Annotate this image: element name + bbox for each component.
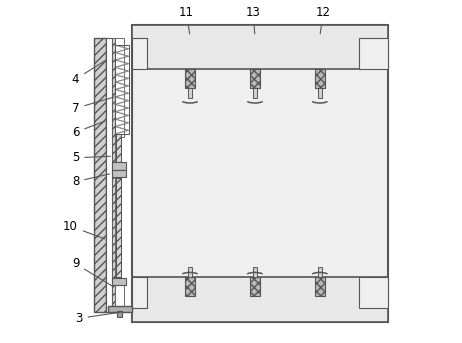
Bar	[185, 277, 195, 296]
Text: 8: 8	[72, 174, 110, 188]
Bar	[250, 69, 260, 88]
Bar	[116, 178, 121, 277]
Bar	[253, 88, 256, 98]
Bar	[318, 88, 322, 98]
Bar	[112, 162, 126, 170]
Bar	[115, 38, 124, 137]
Bar	[116, 178, 121, 277]
Text: 9: 9	[72, 257, 112, 286]
Bar	[116, 134, 121, 165]
Bar	[115, 45, 128, 134]
Bar	[132, 25, 388, 69]
Bar	[253, 267, 256, 277]
Bar	[115, 281, 124, 311]
Text: 10: 10	[63, 220, 105, 239]
Bar	[116, 310, 122, 317]
Text: 3: 3	[75, 312, 122, 325]
Bar	[94, 38, 106, 311]
Bar	[112, 278, 126, 285]
Bar	[188, 267, 192, 277]
Bar	[112, 170, 126, 177]
Bar	[132, 38, 147, 69]
Text: 13: 13	[246, 6, 261, 34]
Text: 7: 7	[72, 97, 114, 115]
Bar	[315, 277, 325, 296]
Text: 12: 12	[316, 6, 331, 34]
Bar	[250, 277, 260, 296]
Text: 4: 4	[72, 60, 106, 86]
Bar	[318, 267, 322, 277]
Bar	[132, 277, 388, 322]
Bar	[315, 69, 325, 88]
Text: 6: 6	[72, 121, 105, 139]
Bar	[185, 69, 195, 88]
Bar	[116, 134, 121, 165]
Bar	[108, 306, 132, 311]
Bar	[359, 277, 388, 308]
Bar	[188, 88, 192, 98]
Bar	[132, 25, 388, 322]
Bar	[359, 38, 388, 69]
Bar	[112, 38, 115, 311]
Text: 5: 5	[72, 151, 110, 164]
Text: 11: 11	[179, 6, 194, 34]
Bar	[132, 277, 147, 308]
Bar	[106, 38, 112, 311]
